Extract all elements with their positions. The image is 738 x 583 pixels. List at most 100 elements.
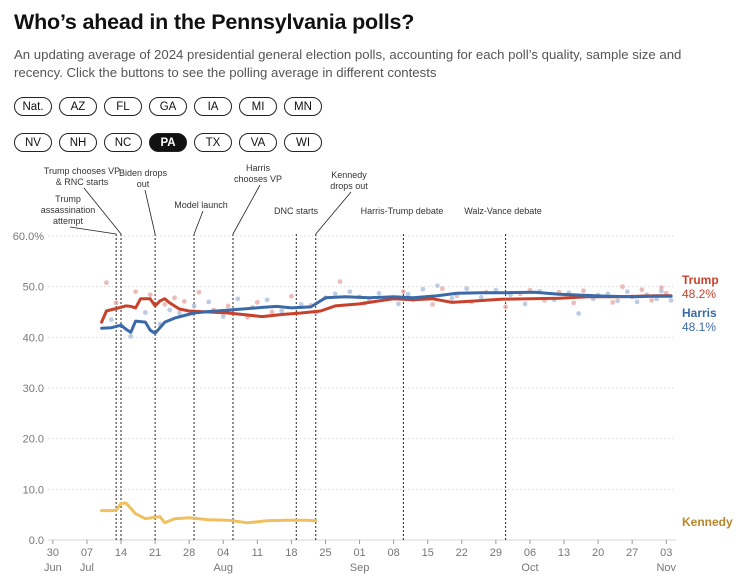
poll-dot-harris: [279, 308, 285, 314]
page-title: Who’s ahead in the Pennsylvania polls?: [14, 10, 415, 34]
contest-button-mi[interactable]: MI: [239, 97, 277, 116]
series-value-harris: 48.1%: [682, 320, 716, 334]
poll-dot-harris: [108, 317, 114, 322]
poll-dot-harris: [206, 299, 212, 305]
poll-dot-trump: [181, 298, 187, 304]
event-label: Biden drops: [119, 168, 168, 178]
x-tick-month: Oct: [521, 562, 538, 574]
contest-button-va[interactable]: VA: [239, 133, 277, 152]
event-label: Harris: [246, 163, 270, 173]
event-label: Trump: [55, 194, 81, 204]
poll-dot-trump: [133, 289, 139, 295]
x-tick-label: 06: [524, 547, 536, 559]
event-label: DNC starts: [274, 206, 319, 216]
event-label: attempt: [53, 216, 84, 226]
poll-dot-harris: [264, 297, 270, 303]
poll-dot-trump: [337, 279, 343, 284]
poll-dot-harris: [668, 297, 674, 303]
contest-button-wi[interactable]: WI: [284, 133, 322, 152]
contest-buttons-row-1: Nat. AZ FL GA IA MI MN: [14, 97, 322, 116]
x-tick-label: 30: [47, 547, 59, 559]
poll-dot-trump: [225, 303, 231, 309]
event-leader: [232, 184, 261, 235]
poll-dot-harris: [220, 314, 226, 319]
poll-dot-harris: [435, 283, 440, 289]
poll-dot-trump: [658, 285, 664, 291]
x-tick-month: Jul: [80, 562, 94, 574]
x-tick-label: 25: [319, 547, 331, 559]
poll-dot-trump: [162, 302, 168, 307]
poll-dot-harris: [624, 289, 630, 295]
series-label-kennedy: Kennedy: [682, 515, 733, 529]
x-tick-label: 20: [592, 547, 604, 559]
x-tick-label: 22: [456, 547, 468, 559]
poll-dot-trump: [430, 302, 435, 307]
x-tick-label: 15: [422, 547, 434, 559]
x-tick-label: 29: [490, 547, 502, 559]
x-tick-label: 28: [183, 547, 195, 559]
contest-button-ia[interactable]: IA: [194, 97, 232, 116]
poll-dot-trump: [581, 288, 586, 294]
contest-button-nh[interactable]: NH: [59, 133, 97, 152]
x-tick-label: 08: [388, 547, 400, 559]
x-tick-label: 07: [81, 547, 93, 559]
poll-dot-harris: [298, 302, 304, 307]
poll-dot-trump: [172, 295, 177, 301]
x-tick-label: 11: [252, 547, 263, 559]
contest-button-mn[interactable]: MN: [284, 97, 322, 116]
poll-dot-trump: [269, 309, 275, 315]
contest-button-nat[interactable]: Nat.: [14, 97, 52, 116]
contest-button-az[interactable]: AZ: [59, 97, 97, 116]
poll-dot-trump: [400, 289, 406, 295]
event-label: Harris-Trump debate: [361, 206, 444, 216]
poll-dot-trump: [571, 300, 577, 306]
contest-button-ga[interactable]: GA: [149, 97, 187, 116]
x-tick-month: Aug: [213, 562, 233, 574]
poll-dot-trump: [639, 287, 645, 293]
x-tick-month: Nov: [656, 562, 676, 574]
poll-dot-trump: [104, 280, 109, 286]
poll-dot-trump: [196, 289, 202, 295]
contest-button-fl[interactable]: FL: [104, 97, 142, 116]
poll-dot-harris: [376, 290, 382, 296]
poll-dot-harris: [191, 303, 197, 309]
y-tick-label: 30.0: [23, 383, 44, 395]
y-tick-label: 0.0: [29, 535, 44, 547]
poll-dot-harris: [167, 307, 173, 313]
y-tick-label: 50.0: [23, 282, 44, 294]
y-tick-label: 10.0: [23, 484, 44, 496]
contest-button-nv[interactable]: NV: [14, 133, 52, 152]
x-tick-label: 13: [558, 547, 570, 559]
contest-button-nc[interactable]: NC: [104, 133, 142, 152]
poll-dot-trump: [610, 299, 616, 305]
series-label-trump: Trump: [682, 273, 719, 287]
event-label: & RNC starts: [56, 177, 109, 187]
event-leader: [144, 189, 156, 235]
event-label: assassination: [41, 205, 96, 215]
poll-dot-harris: [464, 286, 470, 292]
page-subtitle: An updating average of 2024 presidential…: [14, 47, 682, 80]
event-leader: [83, 187, 122, 235]
poll-dot-harris: [478, 294, 484, 300]
event-leader: [69, 226, 117, 235]
poll-dot-harris: [449, 295, 455, 301]
poll-dot-trump: [649, 297, 655, 303]
poll-dot-trump: [503, 304, 509, 310]
x-tick-label: 04: [217, 547, 229, 559]
contest-button-pa[interactable]: PA: [149, 133, 187, 152]
series-value-trump: 48.2%: [682, 287, 716, 301]
series-line-harris: [100, 290, 673, 335]
poll-dot-harris: [615, 298, 620, 304]
x-tick-label: 27: [626, 547, 638, 559]
poll-dot-trump: [439, 286, 445, 292]
contest-button-tx[interactable]: TX: [194, 133, 232, 152]
poll-dot-trump: [620, 284, 625, 290]
x-tick-month: Jun: [44, 562, 62, 574]
x-tick-month: Sep: [350, 562, 370, 574]
series-line-trump: [100, 294, 673, 324]
x-tick-label: 01: [353, 547, 365, 559]
poll-dot-trump: [147, 292, 153, 298]
event-label: Model launch: [174, 200, 228, 210]
poll-dot-harris: [142, 310, 148, 315]
event-label: drops out: [330, 181, 368, 191]
